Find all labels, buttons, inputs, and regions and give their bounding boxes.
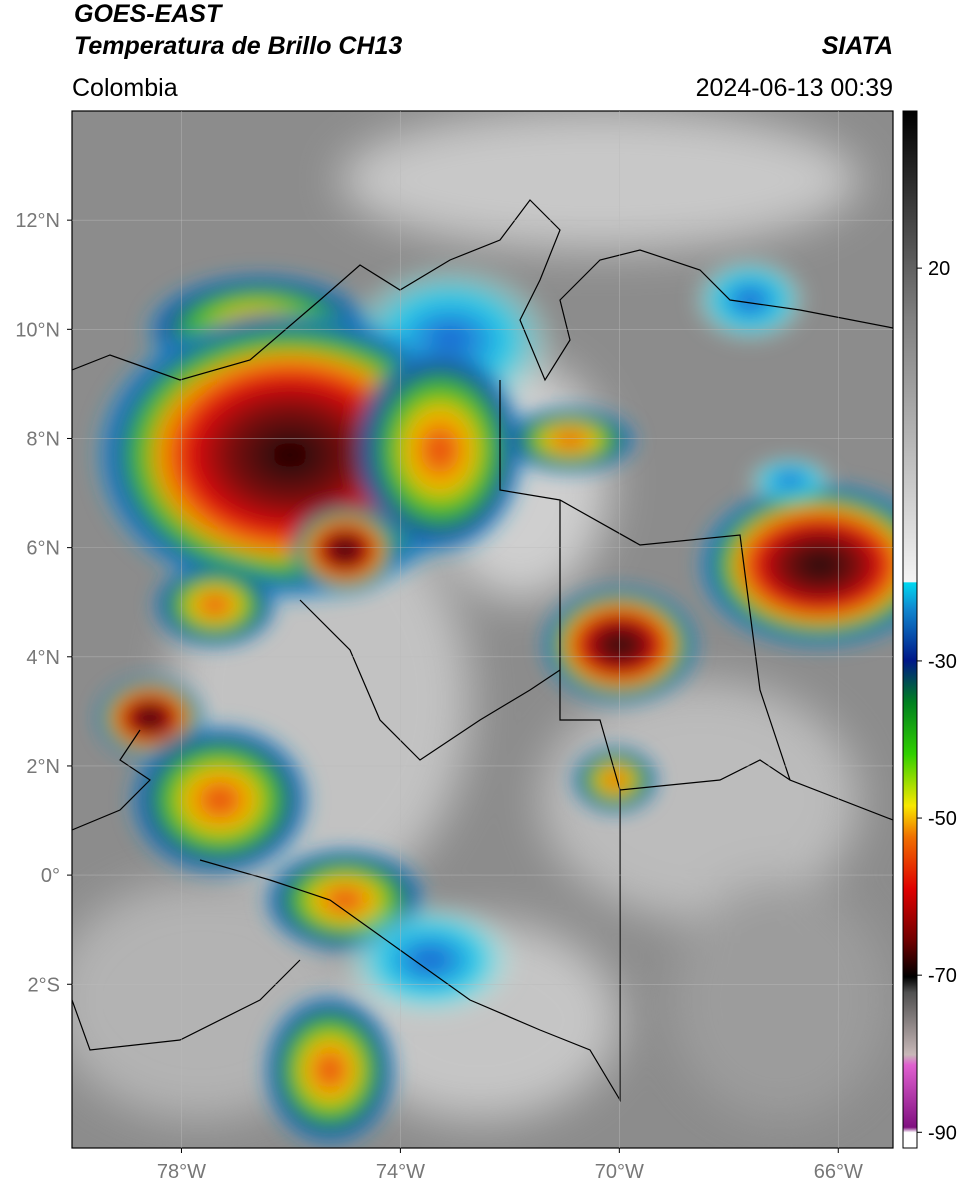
colorbar-tick-label: -30 xyxy=(928,651,957,673)
colorbar-tick-label: 20 xyxy=(928,258,950,280)
x-tick-label: 78°W xyxy=(157,1161,206,1183)
y-tick-label: 8°N xyxy=(26,428,60,450)
region: Colombia xyxy=(72,74,178,102)
borders xyxy=(72,199,893,1103)
x-tick-label: 66°W xyxy=(814,1161,863,1183)
y-tick-label: 2°N xyxy=(26,756,60,778)
title: GOES-EAST xyxy=(74,0,224,28)
colorbar xyxy=(902,110,918,1149)
satellite-image xyxy=(72,111,893,1148)
x-tick-label: 74°W xyxy=(376,1161,425,1183)
y-tick-label: 2°S xyxy=(28,974,60,996)
colorbar-tick-label: -50 xyxy=(928,808,957,830)
map-frame xyxy=(71,110,894,1149)
x-tick-label: 70°W xyxy=(595,1161,644,1183)
y-tick-label: 12°N xyxy=(15,210,60,232)
y-tick-label: 0° xyxy=(41,865,60,887)
subtitle: Temperatura de Brillo CH13 xyxy=(74,32,402,60)
y-tick-label: 6°N xyxy=(26,538,60,560)
colorbar-tick-label: -70 xyxy=(928,965,957,987)
y-tick-label: 4°N xyxy=(26,647,60,669)
source: SIATA xyxy=(822,32,893,60)
y-tick-label: 10°N xyxy=(15,319,60,341)
timestamp: 2024-06-13 00:39 xyxy=(696,74,893,102)
colorbar-tick-label: -90 xyxy=(928,1122,957,1144)
